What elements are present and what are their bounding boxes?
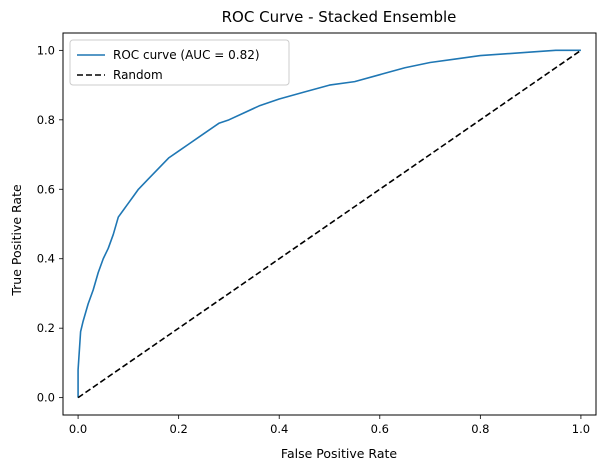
y-axis: 0.0 0.2 0.4 0.6 0.8 1.0 <box>37 43 63 405</box>
x-axis-label: False Positive Rate <box>281 446 397 461</box>
y-tick-label: 1.0 <box>37 43 55 57</box>
random-baseline-line <box>77 49 582 399</box>
x-axis: 0.0 0.2 0.4 0.6 0.8 1.0 <box>69 415 590 436</box>
legend-label: ROC curve (AUC = 0.82) <box>113 48 260 62</box>
y-tick-label: 0.6 <box>37 182 55 196</box>
y-tick-label: 0.8 <box>37 113 55 127</box>
x-tick-label: 0.4 <box>270 422 288 436</box>
plot-frame <box>62 32 597 416</box>
legend: ROC curve (AUC = 0.82) Random <box>69 39 290 86</box>
x-tick-label: 0.6 <box>371 422 389 436</box>
x-tick-label: 1.0 <box>572 422 590 436</box>
roc-curve-line <box>77 49 581 398</box>
plot-area <box>63 33 596 415</box>
y-tick-label: 0.4 <box>37 252 55 266</box>
chart-title: ROC Curve - Stacked Ensemble <box>222 8 457 26</box>
x-tick-label: 0.8 <box>471 422 489 436</box>
legend-box <box>69 39 290 86</box>
x-tick-label: 0.2 <box>170 422 188 436</box>
x-tick-label: 0.0 <box>69 422 87 436</box>
series-layer <box>77 49 582 399</box>
legend-label: Random <box>113 68 163 82</box>
y-tick-label: 0.2 <box>37 321 55 335</box>
y-tick-label: 0.0 <box>37 391 55 405</box>
y-axis-label: True Positive Rate <box>9 184 24 297</box>
